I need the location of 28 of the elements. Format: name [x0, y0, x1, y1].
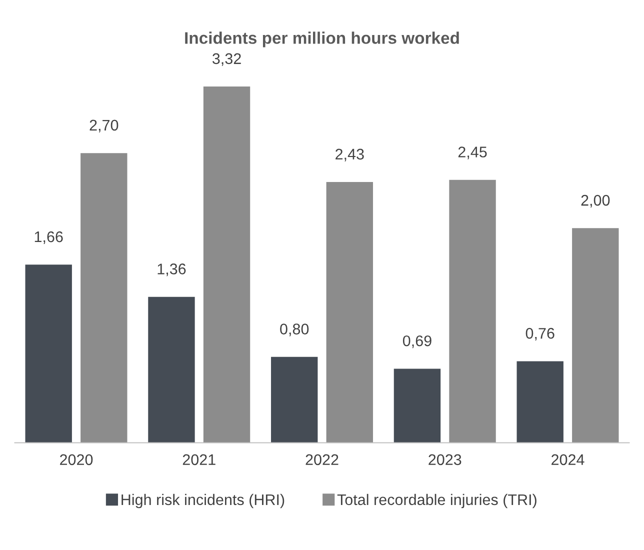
data-label: 0,76 [526, 328, 554, 341]
x-tick-label: 2023 [428, 454, 462, 466]
bar [516, 361, 564, 443]
data-label: 3,32 [212, 53, 241, 66]
bar [80, 153, 128, 443]
data-label: 2,43 [336, 148, 364, 162]
bar [326, 182, 373, 443]
bar [203, 86, 250, 443]
chart-title: Incidents per million hours worked [185, 32, 459, 48]
bar [148, 296, 195, 443]
bar [271, 356, 318, 443]
legend-label: High risk incidents (HRI) [122, 494, 284, 508]
bar [449, 180, 496, 443]
legend-label: Total recordable injuries (TRI) [337, 494, 536, 508]
x-tick-label: 2020 [60, 454, 93, 466]
data-label: 2,45 [458, 146, 487, 160]
x-tick-label: 2021 [182, 454, 216, 466]
bar [25, 264, 72, 443]
data-label: 1,36 [158, 264, 186, 276]
data-label: 0,80 [280, 324, 309, 336]
x-tick-label: 2022 [306, 454, 338, 466]
x-tick-label: 2024 [552, 454, 584, 466]
data-label: 0,69 [402, 335, 432, 348]
bar [572, 228, 619, 443]
bar [394, 368, 441, 443]
data-label: 2,70 [90, 120, 118, 132]
data-label: 2,00 [581, 194, 610, 208]
data-label: 1,66 [34, 231, 63, 244]
